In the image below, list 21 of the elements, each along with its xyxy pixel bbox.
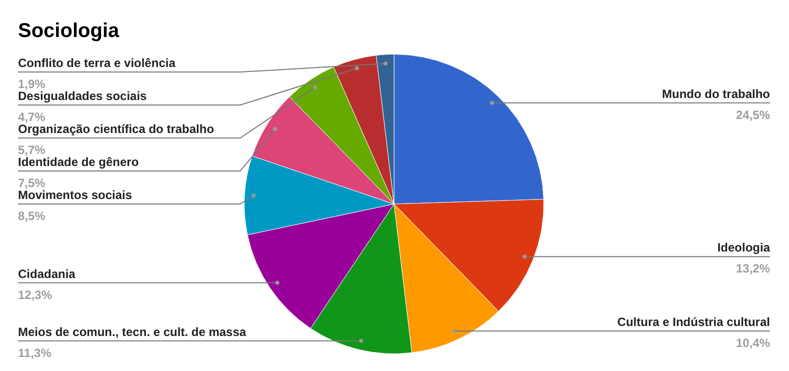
- slice-label: Conflito de terra e violência: [18, 56, 176, 70]
- slice-label: Organização científica do trabalho: [18, 122, 214, 136]
- data-label: 1,9%: [18, 77, 46, 91]
- slice-label: Movimentos sociais: [18, 188, 132, 202]
- slice-label: Cidadania: [18, 266, 76, 281]
- data-label: 10,4%: [736, 336, 770, 350]
- slice-label: Mundo do trabalho: [662, 86, 770, 101]
- slice-label: Identidade de gênero: [18, 155, 139, 169]
- data-label: 24,5%: [736, 108, 770, 122]
- chart-title: Sociologia: [18, 20, 120, 42]
- slice-label: Desigualdades sociais: [18, 89, 148, 103]
- slice-label: Cultura e Indústria cultural: [617, 314, 770, 329]
- data-label: 11,3%: [18, 346, 52, 360]
- data-label: 8,5%: [18, 209, 46, 223]
- data-label: 4,7%: [18, 110, 46, 124]
- data-label: 7,5%: [18, 176, 46, 190]
- data-label: 12,3%: [18, 288, 52, 302]
- data-label: 5,7%: [18, 143, 46, 157]
- data-label: 13,2%: [736, 262, 770, 276]
- slice-label: Ideologia: [717, 240, 770, 255]
- slice-label: Meios de comun., tecn. e cult. de massa: [18, 324, 246, 339]
